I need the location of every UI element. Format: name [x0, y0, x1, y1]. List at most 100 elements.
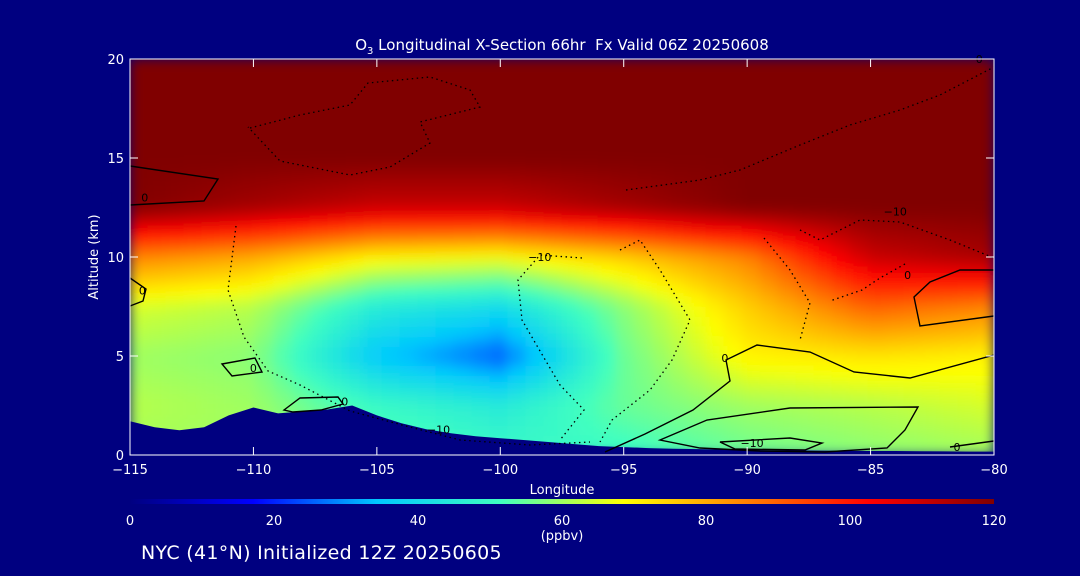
field-cell — [237, 325, 257, 337]
field-cell — [309, 68, 329, 80]
field-cell — [795, 306, 815, 317]
field-cell — [453, 127, 473, 139]
field-cell — [795, 266, 815, 278]
field-cell — [975, 315, 994, 327]
field-cell — [453, 335, 473, 347]
field-cell — [507, 207, 527, 218]
field-cell — [363, 68, 383, 80]
field-cell — [579, 276, 599, 288]
field-cell — [417, 78, 437, 90]
field-cell — [255, 59, 275, 70]
field-cell — [867, 345, 887, 357]
field-cell — [435, 266, 455, 278]
field-cell — [939, 88, 959, 100]
field-cell — [903, 375, 923, 387]
field-cell — [615, 365, 635, 377]
field-cell — [579, 127, 599, 139]
field-cell — [885, 405, 905, 416]
field-cell — [831, 385, 851, 397]
field-cell — [705, 98, 725, 109]
field-cell — [507, 177, 527, 189]
field-cell — [975, 108, 994, 119]
field-cell — [669, 424, 689, 436]
field-cell — [130, 226, 149, 238]
field-cell — [363, 127, 383, 139]
field-cell — [417, 226, 437, 238]
field-cell — [543, 325, 563, 337]
field-cell — [219, 108, 239, 119]
field-cell — [363, 108, 383, 119]
field-cell — [273, 306, 293, 317]
field-cell — [957, 98, 977, 109]
field-cell — [381, 127, 401, 139]
field-cell — [183, 98, 203, 109]
field-cell — [579, 117, 599, 129]
field-cell — [309, 365, 329, 377]
field-cell — [597, 59, 617, 70]
field-cell — [597, 315, 617, 327]
field-cell — [381, 296, 401, 307]
field-cell — [867, 325, 887, 337]
field-cell — [615, 256, 635, 268]
colorbar-tick-label: 0 — [126, 514, 134, 529]
field-cell — [130, 286, 149, 298]
field-cell — [291, 137, 311, 149]
field-cell — [381, 236, 401, 248]
contour-line-upper-left — [130, 165, 220, 206]
field-cell — [633, 375, 653, 387]
field-cell — [381, 256, 401, 268]
field-cell — [417, 296, 437, 307]
field-cell — [165, 375, 185, 387]
field-cell — [453, 207, 473, 218]
field-cell — [130, 108, 149, 119]
field-cell — [903, 286, 923, 298]
field-cell — [525, 286, 545, 298]
field-cell — [687, 68, 707, 80]
field-cell — [453, 355, 473, 367]
field-cell — [669, 414, 689, 426]
field-cell — [273, 147, 293, 159]
field-cell — [705, 226, 725, 238]
field-cell — [597, 216, 617, 228]
field-cell — [759, 236, 779, 248]
field-cell — [130, 216, 149, 228]
field-cell — [237, 59, 257, 70]
field-cell — [363, 207, 383, 218]
field-cell — [201, 315, 221, 327]
field-cell — [759, 88, 779, 100]
field-cell — [579, 147, 599, 159]
field-cell — [543, 98, 563, 109]
contour-label: 0 — [250, 362, 257, 375]
field-cell — [795, 197, 815, 208]
field-cell — [831, 365, 851, 377]
field-cell — [255, 315, 275, 327]
field-cell — [471, 355, 491, 367]
field-cell — [597, 167, 617, 179]
field-cell — [165, 236, 185, 248]
field-cell — [651, 147, 671, 159]
field-cell — [273, 59, 293, 70]
field-cell — [633, 137, 653, 149]
field-cell — [885, 59, 905, 70]
field-cell — [831, 395, 851, 406]
field-cell — [723, 68, 743, 80]
field-cell — [435, 345, 455, 357]
field-cell — [453, 98, 473, 109]
field-cell — [741, 345, 761, 357]
field-cell — [435, 246, 455, 258]
field-cell — [183, 216, 203, 228]
field-cell — [939, 236, 959, 248]
field-cell — [633, 59, 653, 70]
field-cell — [669, 197, 689, 208]
field-cell — [777, 434, 797, 446]
field-cell — [579, 59, 599, 70]
field-cell — [219, 226, 239, 238]
field-cell — [417, 306, 437, 317]
field-cell — [921, 296, 941, 307]
field-cell — [975, 117, 994, 129]
field-cell — [579, 177, 599, 189]
field-cell — [381, 108, 401, 119]
field-cell — [219, 98, 239, 109]
field-cell — [201, 226, 221, 238]
field-cell — [525, 216, 545, 228]
